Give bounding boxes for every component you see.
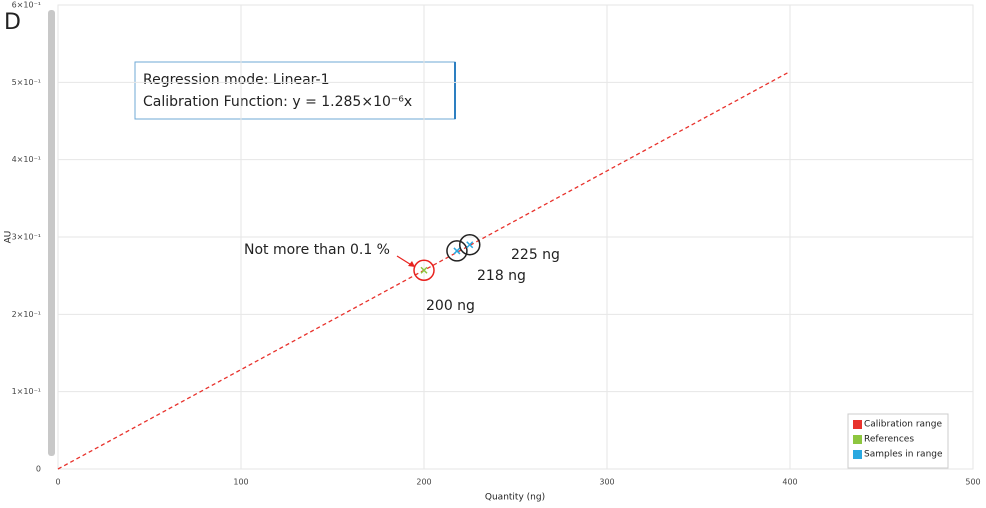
y-tick-label: 2×10⁻¹ [12, 310, 41, 319]
legend-label: Samples in range [864, 450, 943, 460]
info-text: Regression mode: Linear-1 [143, 72, 329, 88]
legend [847, 413, 949, 469]
y-tick-label: 6×10⁻¹ [12, 1, 41, 10]
y-axis-label: AU [4, 231, 14, 244]
legend-swatch [853, 435, 862, 444]
x-axis-label: Quantity (ng) [485, 493, 545, 503]
scrollbar [48, 10, 55, 456]
x-tick-label: 200 [416, 478, 431, 487]
annotation: 218 ng [477, 268, 526, 284]
y-tick-label: 1×10⁻¹ [12, 387, 41, 396]
y-tick-label: 5×10⁻¹ [12, 78, 41, 87]
x-tick-label: 100 [233, 478, 248, 487]
highlight-circle [459, 233, 481, 256]
data-point [453, 247, 461, 255]
x-tick-label: 0 [55, 478, 60, 487]
x-tick-label: 400 [782, 478, 797, 487]
annotation: Not more than 0.1 % [244, 242, 390, 258]
panel-label: D [4, 10, 21, 35]
annotation: 225 ng [511, 247, 560, 263]
info-box [134, 61, 456, 120]
x-tick-label: 300 [599, 478, 614, 487]
data-point [420, 266, 428, 274]
legend-label: Calibration range [864, 420, 942, 430]
arrow-head [408, 261, 415, 267]
y-tick-label: 0 [36, 465, 41, 474]
y-tick-label: 3×10⁻¹ [12, 233, 41, 242]
annotation: 200 ng [426, 298, 475, 314]
data-point [466, 241, 474, 249]
legend-swatch [853, 420, 862, 429]
highlight-circle [413, 259, 435, 282]
legend-swatch [853, 450, 862, 459]
y-tick-label: 4×10⁻¹ [12, 155, 41, 164]
highlight-circle [446, 240, 468, 262]
legend-label: References [864, 435, 914, 445]
x-tick-label: 500 [965, 478, 980, 487]
info-text: Calibration Function: y = 1.285×10⁻⁶x [143, 94, 412, 110]
